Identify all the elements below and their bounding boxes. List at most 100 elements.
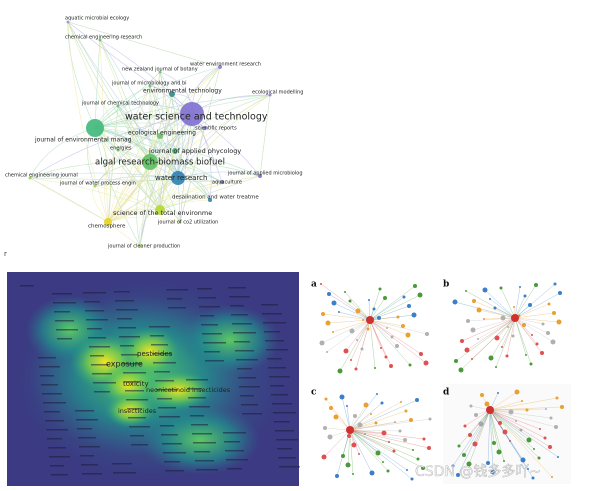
- minor-keyword: [205, 360, 224, 362]
- minor-keyword: [159, 416, 180, 418]
- minor-keyword: [197, 288, 212, 290]
- minor-keyword: [55, 320, 74, 322]
- edge: [177, 177, 223, 183]
- edge: [99, 39, 151, 163]
- minor-keyword: [122, 363, 142, 365]
- panel-node: [499, 286, 503, 290]
- panel-edge: [466, 317, 516, 351]
- edge: [94, 93, 173, 129]
- panel-edge: [457, 409, 491, 476]
- minor-keyword: [227, 468, 242, 470]
- edge: [149, 161, 211, 201]
- panel-node: [386, 327, 388, 329]
- panel-node: [366, 327, 370, 331]
- journal-node: [148, 84, 152, 88]
- minor-keyword: [275, 430, 294, 432]
- minor-keyword: [113, 472, 136, 474]
- panel-node: [469, 404, 473, 408]
- panel-edge: [514, 317, 543, 354]
- minor-keyword: [272, 403, 292, 405]
- minor-keyword: [224, 441, 240, 443]
- panel-edge: [495, 317, 516, 368]
- panel-node: [422, 437, 426, 441]
- panel-edge: [460, 317, 516, 371]
- edge: [117, 105, 179, 179]
- edge: [67, 21, 96, 129]
- minor-keyword: [190, 415, 204, 417]
- panel-edge: [369, 319, 398, 347]
- panel-node: [531, 334, 533, 336]
- minor-keyword: [149, 326, 170, 328]
- panel-node: [405, 332, 411, 338]
- panel-edge: [514, 317, 560, 323]
- panel-edge: [332, 319, 371, 333]
- minor-keyword: [188, 397, 206, 399]
- panel-node: [355, 308, 361, 314]
- panel-edge: [452, 409, 491, 467]
- panel-edge: [338, 311, 371, 321]
- panel-node: [394, 421, 396, 423]
- edge: [107, 71, 161, 223]
- panel-node: [454, 359, 458, 363]
- minor-keyword: [201, 324, 218, 326]
- panel-node: [483, 318, 485, 320]
- minor-keyword: [52, 293, 72, 295]
- panel-node: [325, 320, 331, 326]
- panel-node: [493, 306, 497, 310]
- panel-letter: b: [443, 280, 449, 290]
- minor-keyword: [270, 385, 284, 387]
- minor-keyword: [114, 291, 130, 293]
- keyword-label: pesticides: [137, 350, 173, 358]
- edge: [67, 21, 161, 211]
- panel-node: [410, 477, 414, 481]
- panel-node: [343, 348, 349, 354]
- minor-keyword: [161, 434, 178, 436]
- panel-edge: [514, 317, 544, 325]
- edge: [171, 93, 184, 179]
- panel-node: [537, 456, 541, 460]
- minor-keyword: [131, 444, 148, 446]
- panel-node: [462, 453, 466, 457]
- panel-edge: [514, 317, 549, 334]
- minor-keyword: [186, 379, 208, 381]
- panel-edge: [369, 285, 416, 321]
- panel-node: [353, 414, 357, 418]
- minor-keyword: [165, 470, 184, 472]
- panel-node: [363, 402, 369, 408]
- minor-keyword: [189, 406, 210, 408]
- edge: [67, 21, 151, 163]
- minor-keyword: [44, 411, 60, 413]
- panel-node: [398, 429, 402, 433]
- panel-edge: [489, 409, 524, 461]
- journal-node: [180, 102, 204, 126]
- panel-edge: [349, 429, 406, 441]
- panel-edge: [349, 429, 385, 434]
- panel-edge: [349, 429, 373, 474]
- panel-node: [389, 364, 393, 368]
- journal-node: [138, 244, 142, 248]
- minor-keyword: [46, 429, 68, 431]
- panel-edge: [350, 319, 371, 361]
- panel-edge: [333, 302, 371, 321]
- panel-edge: [514, 317, 538, 345]
- panel-edge: [321, 319, 371, 344]
- minor-keyword: [237, 368, 252, 370]
- journal-node: [142, 154, 158, 170]
- minor-keyword: [87, 328, 102, 330]
- minor-keyword: [261, 304, 278, 306]
- journal-label: chemical engineering research: [65, 35, 142, 41]
- panel-node: [539, 428, 541, 430]
- journal-label: environmental technology: [143, 88, 222, 95]
- minor-keyword: [86, 319, 108, 321]
- panel-edge: [489, 408, 547, 411]
- panel-edge: [349, 422, 377, 431]
- minor-keyword: [164, 461, 180, 463]
- panel-edge: [349, 429, 379, 454]
- minor-keyword: [117, 318, 132, 320]
- journal-label: journal of applied microbiolog: [227, 171, 303, 177]
- panel-edge: [369, 319, 428, 335]
- panel-node: [402, 295, 406, 299]
- minor-keyword: [262, 313, 282, 315]
- minor-keyword: [236, 359, 258, 361]
- edge: [67, 21, 151, 163]
